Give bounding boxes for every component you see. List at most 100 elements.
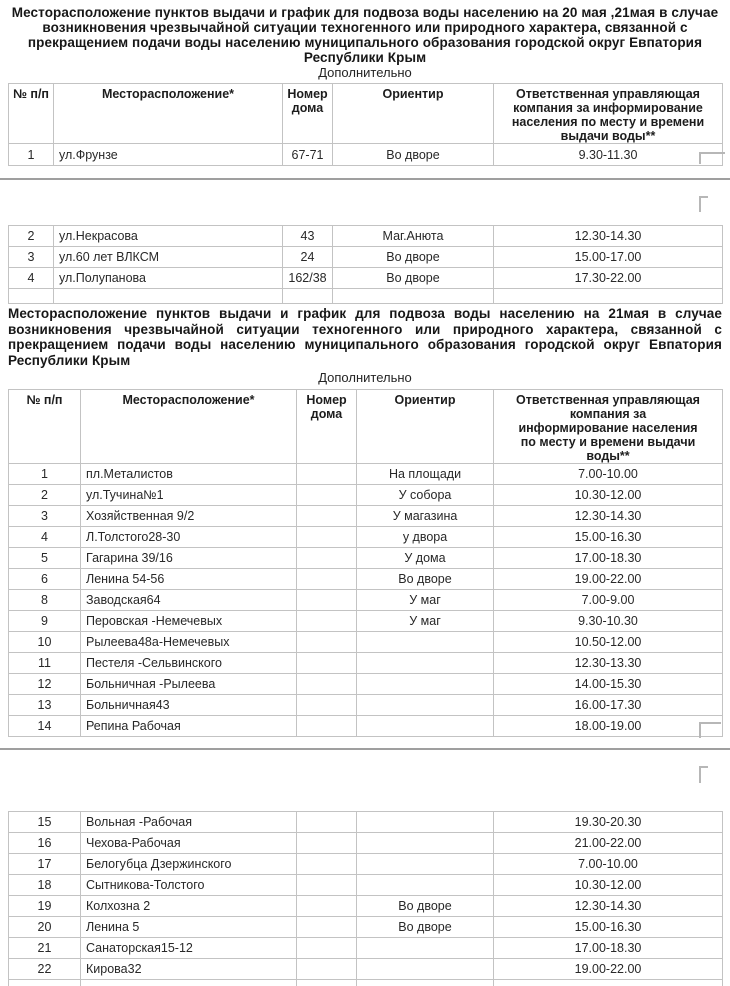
table-row: 16 Чехова-Рабочая 21.00-22.00 xyxy=(8,832,723,854)
empty-continuation-row xyxy=(8,288,723,304)
table-cell xyxy=(296,673,357,695)
table-row: 1 пл.Металистов На площади 7.00-10.00 xyxy=(8,463,723,485)
table-header-row: № п/п Месторасположение* Номер дома Орие… xyxy=(8,83,723,144)
table-row: 2 ул.Некрасова 43 Маг.Анюта 12.30-14.30 xyxy=(8,225,723,247)
table-cell: 15.00-17.00 xyxy=(493,246,723,268)
table-cell: 24 xyxy=(282,246,333,268)
table-cell: У маг xyxy=(356,589,494,611)
header-cell-house: Номер дома xyxy=(282,83,333,144)
water-schedule-table-2-page-3: 15 Вольная -Рабочая 19.30-20.30 16 Чехова-Ра… xyxy=(8,811,723,986)
table-header-row: № п/п Месторасположение* Номер дома Орие… xyxy=(8,389,723,464)
table-cell: 15.00-16.30 xyxy=(493,916,723,938)
table-cell xyxy=(356,631,494,653)
table-row: 6 Ленина 54-56 Во дворе 19.00-22.00 xyxy=(8,568,723,590)
page-corner-mark-icon xyxy=(699,722,721,738)
table-cell: Ленина 5 xyxy=(80,916,297,938)
table-cell: 2 xyxy=(8,484,81,506)
table-cell: Кирова32 xyxy=(80,958,297,980)
page-break-divider xyxy=(0,178,730,180)
table-row: 5 Гагарина 39/16 У дома 17.00-18.30 xyxy=(8,547,723,569)
table-cell: 10.30-12.00 xyxy=(493,484,723,506)
document-title-1: Месторасположение пунктов выдачи и графи… xyxy=(11,5,719,65)
table-row: 20 Ленина 5 Во дворе 15.00-16.30 xyxy=(8,916,723,938)
table-cell: 12.30-13.30 xyxy=(493,652,723,674)
table-cell: 17.00-18.30 xyxy=(493,937,723,959)
table-cell: У собора xyxy=(356,484,494,506)
table-cell: 21.00-22.00 xyxy=(493,832,723,854)
table-cell: 14 xyxy=(8,715,81,737)
water-schedule-table-1-page-1: № п/п Месторасположение* Номер дома Орие… xyxy=(8,83,723,166)
document-page: { "titles": { "title1": "Месторасположен… xyxy=(0,5,730,986)
table-cell xyxy=(296,631,357,653)
subtitle-additional-2: Дополнительно xyxy=(318,370,412,385)
water-schedule-table-2-page-2: № п/п Месторасположение* Номер дома Орие… xyxy=(8,389,723,737)
table-cell: пл.Металистов xyxy=(80,463,297,485)
table-cell xyxy=(356,673,494,695)
table-cell: 9.30-10.30 xyxy=(493,610,723,632)
table-cell xyxy=(296,874,357,896)
table-cell: 1 xyxy=(8,463,81,485)
table-cell: 18.00-19.00 xyxy=(493,715,723,737)
table-cell xyxy=(296,526,357,548)
table-row: 13 Больничная43 16.00-17.30 xyxy=(8,694,723,716)
header-cell-location: Месторасположение* xyxy=(80,389,297,464)
table-cell xyxy=(296,589,357,611)
table-row: 4 ул.Полупанова 162/38 Во дворе 17.30-22.00 xyxy=(8,267,723,289)
table-cell: Хозяйственная 9/2 xyxy=(80,505,297,527)
table-cell: 12 xyxy=(8,673,81,695)
table-cell xyxy=(356,937,494,959)
table-cell: 8 xyxy=(8,589,81,611)
table-cell: 6 xyxy=(8,568,81,590)
table-cell: 11 xyxy=(8,652,81,674)
table-cell: 20 xyxy=(8,916,81,938)
table-cell: 2 xyxy=(8,225,54,247)
table-cell: 19 xyxy=(8,895,81,917)
table-cell xyxy=(296,853,357,875)
table-cell: ул.Фрунзе xyxy=(53,143,283,166)
page-break-divider xyxy=(0,748,730,750)
table-row: 19 Колхозна 2 Во дворе 12.30-14.30 xyxy=(8,895,723,917)
table-cell: Санаторская15-12 xyxy=(80,937,297,959)
table-cell: 17 xyxy=(8,853,81,875)
table-row: 2 ул.Тучина№1 У собора 10.30-12.00 xyxy=(8,484,723,506)
table-cell xyxy=(296,916,357,938)
header-cell-landmark: Ориентир xyxy=(356,389,494,464)
table-cell: Л.Толстого28-30 xyxy=(80,526,297,548)
header-cell-num: № п/п xyxy=(8,389,81,464)
table-cell: 43 xyxy=(282,225,333,247)
table-cell xyxy=(296,895,357,917)
table-cell: Во дворе xyxy=(356,568,494,590)
header-cell-house: Номер дома xyxy=(296,389,357,464)
table-cell: 15 xyxy=(8,811,81,833)
table-cell xyxy=(296,832,357,854)
table-cell xyxy=(296,568,357,590)
table-cell: Во дворе xyxy=(356,916,494,938)
table-cell: 9.30-11.30 xyxy=(493,143,723,166)
table-cell: Белогубца Дзержинского xyxy=(80,853,297,875)
page-corner-mark-icon xyxy=(699,196,708,212)
table-row: 12 Больничная -Рылеева 14.00-15.30 xyxy=(8,673,723,695)
table-cell xyxy=(296,652,357,674)
table-cell: 14.00-15.30 xyxy=(493,673,723,695)
table-cell xyxy=(356,811,494,833)
table-cell: Рылеева48а-Немечевых xyxy=(80,631,297,653)
page-corner-mark-icon xyxy=(699,152,725,164)
header-cell-num: № п/п xyxy=(8,83,54,144)
table-cell: Ленина 54-56 xyxy=(80,568,297,590)
table-cell xyxy=(356,853,494,875)
table-cell: 7.00-10.00 xyxy=(493,463,723,485)
table-cell: Во дворе xyxy=(332,246,494,268)
table-cell: Гагарина 39/16 xyxy=(80,547,297,569)
table-cell: Пестеля -Сельвинского xyxy=(80,652,297,674)
table-cell: Вольная -Рабочая xyxy=(80,811,297,833)
table-cell: у двора xyxy=(356,526,494,548)
table-cell: На площади xyxy=(356,463,494,485)
table-cell: 21 xyxy=(8,937,81,959)
table-cell: 162/38 xyxy=(282,267,333,289)
table-cell xyxy=(356,715,494,737)
table-cell: 7.00-9.00 xyxy=(493,589,723,611)
table-cell: Маг.Анюта xyxy=(332,225,494,247)
table-cell xyxy=(356,958,494,980)
page-corner-mark-icon xyxy=(699,766,708,783)
